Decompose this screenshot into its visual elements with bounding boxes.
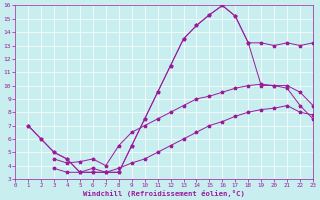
- X-axis label: Windchill (Refroidissement éolien,°C): Windchill (Refroidissement éolien,°C): [83, 190, 245, 197]
